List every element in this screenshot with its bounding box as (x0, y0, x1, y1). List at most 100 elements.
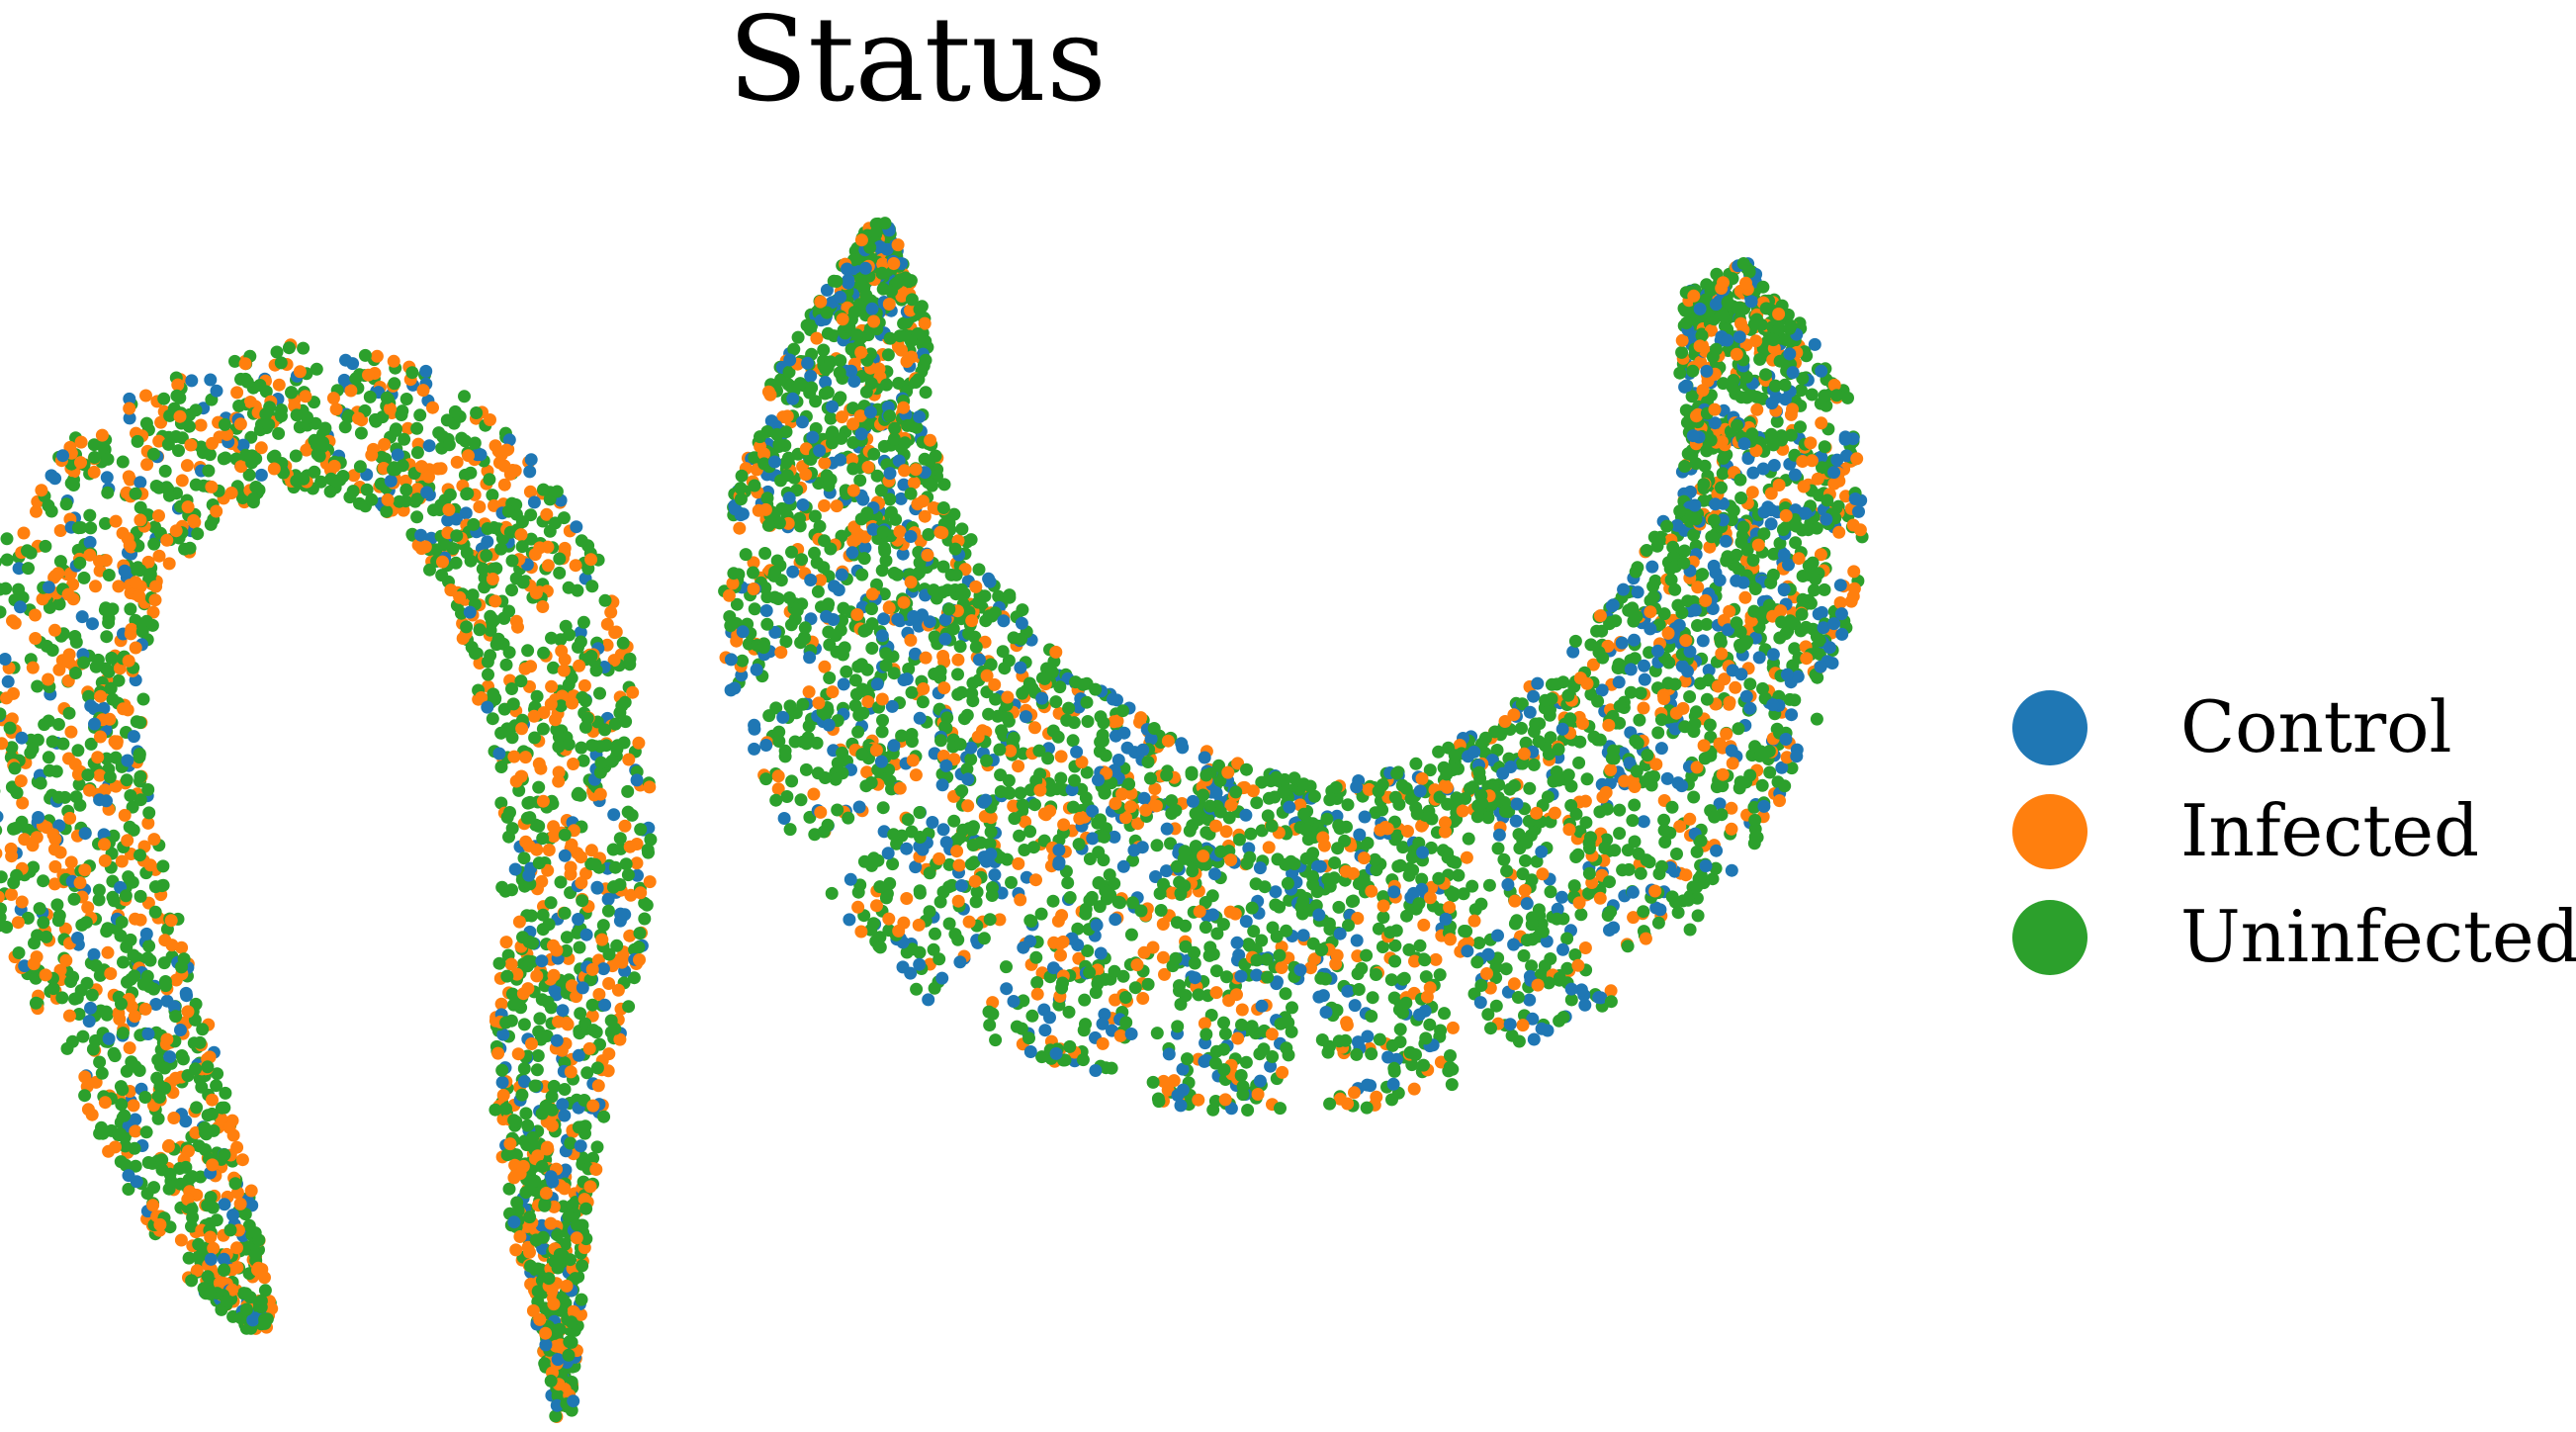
point-uninfected (634, 823, 648, 837)
point-infected (1275, 961, 1288, 974)
point-control (1615, 636, 1629, 650)
point-infected (1446, 1021, 1460, 1034)
point-infected (904, 633, 918, 647)
point-uninfected (1409, 757, 1423, 770)
point-infected (547, 1298, 561, 1311)
point-infected (496, 1089, 510, 1102)
point-infected (436, 555, 449, 569)
point-infected (387, 354, 400, 368)
point-uninfected (84, 737, 98, 751)
point-uninfected (92, 893, 106, 907)
point-infected (29, 608, 42, 622)
point-infected (508, 1169, 522, 1183)
point-uninfected (185, 1170, 199, 1184)
point-uninfected (116, 455, 130, 469)
point-infected (187, 513, 201, 527)
point-infected (95, 428, 109, 442)
point-uninfected (590, 1061, 604, 1075)
point-uninfected (1574, 908, 1588, 922)
point-uninfected (183, 541, 197, 555)
point-control (1109, 913, 1122, 927)
point-infected (909, 768, 923, 782)
point-uninfected (487, 687, 500, 701)
point-uninfected (507, 998, 520, 1012)
point-control (492, 747, 506, 761)
point-uninfected (163, 408, 177, 422)
point-control (877, 612, 891, 626)
point-uninfected (483, 473, 496, 487)
point-infected (78, 1070, 92, 1084)
point-infected (1073, 812, 1087, 826)
point-uninfected (553, 1322, 567, 1336)
point-uninfected (136, 692, 150, 706)
point-uninfected (470, 406, 484, 419)
point-uninfected (105, 651, 119, 665)
point-control (185, 374, 199, 388)
point-uninfected (1543, 708, 1556, 722)
point-uninfected (913, 884, 927, 898)
point-uninfected (458, 390, 471, 403)
point-control (572, 1048, 585, 1062)
point-uninfected (10, 868, 24, 882)
point-infected (1467, 914, 1481, 928)
point-infected (230, 1261, 244, 1274)
point-infected (133, 513, 147, 527)
point-uninfected (502, 604, 516, 618)
point-infected (39, 968, 52, 982)
point-control (535, 954, 549, 968)
point-infected (384, 402, 397, 415)
point-uninfected (83, 508, 97, 522)
point-infected (528, 548, 542, 562)
point-uninfected (641, 843, 655, 856)
point-uninfected (515, 540, 529, 554)
point-uninfected (574, 635, 587, 649)
point-control (806, 430, 820, 444)
point-uninfected (240, 375, 254, 389)
point-infected (512, 915, 526, 929)
point-uninfected (64, 477, 78, 491)
point-infected (442, 503, 456, 516)
point-uninfected (1385, 1093, 1398, 1107)
point-uninfected (551, 1228, 565, 1242)
point-uninfected (510, 1196, 524, 1209)
point-control (337, 373, 351, 387)
point-uninfected (505, 822, 519, 836)
point-uninfected (883, 492, 897, 506)
point-control (1413, 784, 1427, 798)
point-control (97, 701, 111, 715)
point-control (527, 495, 541, 509)
point-infected (575, 876, 588, 890)
point-uninfected (423, 563, 436, 577)
point-uninfected (124, 789, 137, 802)
point-infected (618, 819, 632, 833)
point-infected (1054, 750, 1068, 763)
point-uninfected (443, 488, 457, 501)
point-uninfected (0, 605, 7, 619)
point-uninfected (0, 921, 14, 934)
point-uninfected (1443, 1060, 1457, 1074)
point-uninfected (1626, 814, 1640, 828)
point-uninfected (289, 449, 303, 463)
point-infected (900, 892, 914, 905)
point-uninfected (26, 742, 40, 756)
point-infected (160, 533, 174, 547)
point-uninfected (400, 483, 413, 496)
point-control (102, 1031, 116, 1045)
point-infected (549, 713, 562, 727)
point-uninfected (1076, 1053, 1090, 1067)
point-control (0, 811, 4, 823)
point-control (852, 800, 866, 814)
point-uninfected (526, 937, 539, 950)
point-control (495, 1076, 509, 1089)
point-uninfected (210, 1079, 223, 1093)
point-uninfected (1218, 1027, 1232, 1040)
point-uninfected (585, 739, 599, 753)
point-uninfected (147, 537, 161, 551)
point-uninfected (147, 1181, 161, 1195)
point-control (56, 449, 69, 463)
point-uninfected (62, 706, 76, 720)
point-uninfected (521, 644, 535, 658)
point-infected (122, 654, 135, 668)
point-uninfected (817, 561, 831, 575)
point-uninfected (64, 975, 78, 988)
